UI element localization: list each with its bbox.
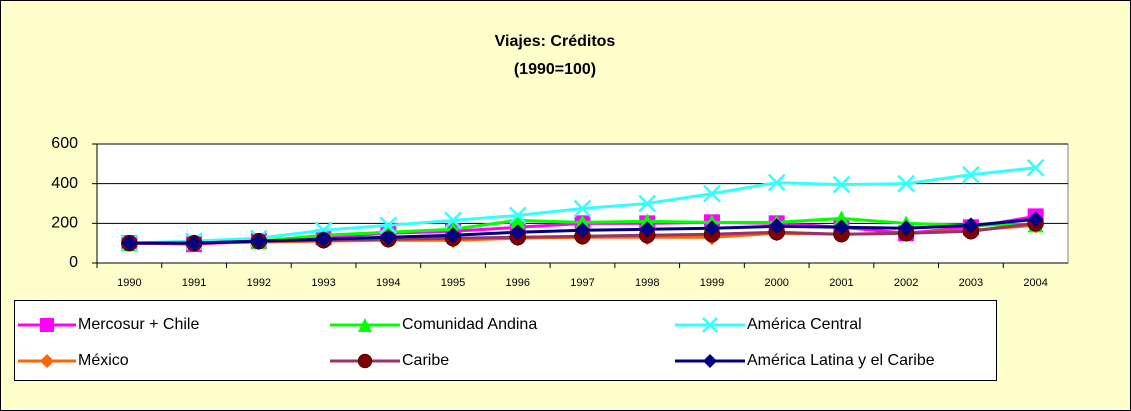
legend-label: México: [78, 352, 129, 369]
point-marker: [379, 216, 398, 235]
legend-marker: [40, 318, 54, 332]
y-tick-label: 400: [51, 175, 78, 192]
point-marker: [509, 224, 526, 241]
point-marker: [962, 165, 980, 184]
y-tick-label: 200: [51, 215, 78, 232]
point-marker: [444, 211, 462, 230]
point-marker: [897, 174, 916, 193]
legend-marker: [358, 318, 372, 332]
point-marker: [573, 199, 592, 218]
point-marker: [445, 227, 462, 244]
point-marker: [898, 220, 915, 237]
point-marker: [962, 217, 979, 234]
point-marker: [639, 221, 656, 238]
legend-marker: [702, 317, 718, 333]
point-marker: [508, 206, 527, 225]
legend-label: América Latina y el Caribe: [747, 352, 935, 369]
point-marker: [833, 219, 850, 236]
x-tick-label: 1993: [311, 277, 335, 289]
legend: [14, 300, 997, 381]
x-tick-label: 2003: [959, 277, 983, 289]
point-marker: [638, 194, 657, 213]
x-tick-label: 1998: [635, 277, 659, 289]
x-tick-label: 1999: [700, 277, 724, 289]
chart-title: Viajes: Créditos: [495, 33, 616, 50]
point-marker: [315, 231, 332, 248]
point-marker: [703, 220, 720, 237]
legend-marker: [357, 353, 373, 369]
legend-label: Caribe: [402, 352, 449, 369]
point-marker: [767, 173, 786, 192]
point-marker: [1027, 211, 1044, 228]
x-tick-label: 1992: [247, 277, 271, 289]
legend-label: Mercosur + Chile: [78, 316, 199, 333]
x-tick-label: 2002: [894, 277, 918, 289]
legend-label: Comunidad Andina: [402, 316, 537, 333]
point-marker: [768, 218, 785, 235]
point-marker: [832, 175, 851, 194]
point-marker: [509, 212, 526, 229]
point-marker: [121, 235, 138, 252]
chart-subtitle: (1990=100): [514, 61, 596, 78]
x-tick-label: 1997: [570, 277, 594, 289]
x-tick-label: 1994: [376, 277, 400, 289]
point-marker: [574, 222, 591, 239]
legend-label: América Central: [747, 316, 862, 333]
x-tick-label: 1995: [441, 277, 465, 289]
point-marker: [1026, 158, 1045, 177]
x-tick-label: 2000: [764, 277, 788, 289]
y-tick-label: 600: [51, 135, 78, 152]
x-tick-label: 1991: [182, 277, 206, 289]
legend-marker: [40, 354, 54, 368]
x-tick-label: 2004: [1023, 277, 1047, 289]
x-tick-label: 2001: [829, 277, 853, 289]
point-marker: [380, 229, 397, 246]
x-tick-label: 1996: [506, 277, 530, 289]
legend-marker: [703, 354, 717, 368]
point-marker: [250, 233, 267, 250]
point-marker: [833, 210, 850, 227]
y-tick-label: 0: [69, 254, 78, 271]
x-tick-label: 1990: [117, 277, 141, 289]
point-marker: [186, 235, 203, 252]
point-marker: [703, 184, 721, 203]
